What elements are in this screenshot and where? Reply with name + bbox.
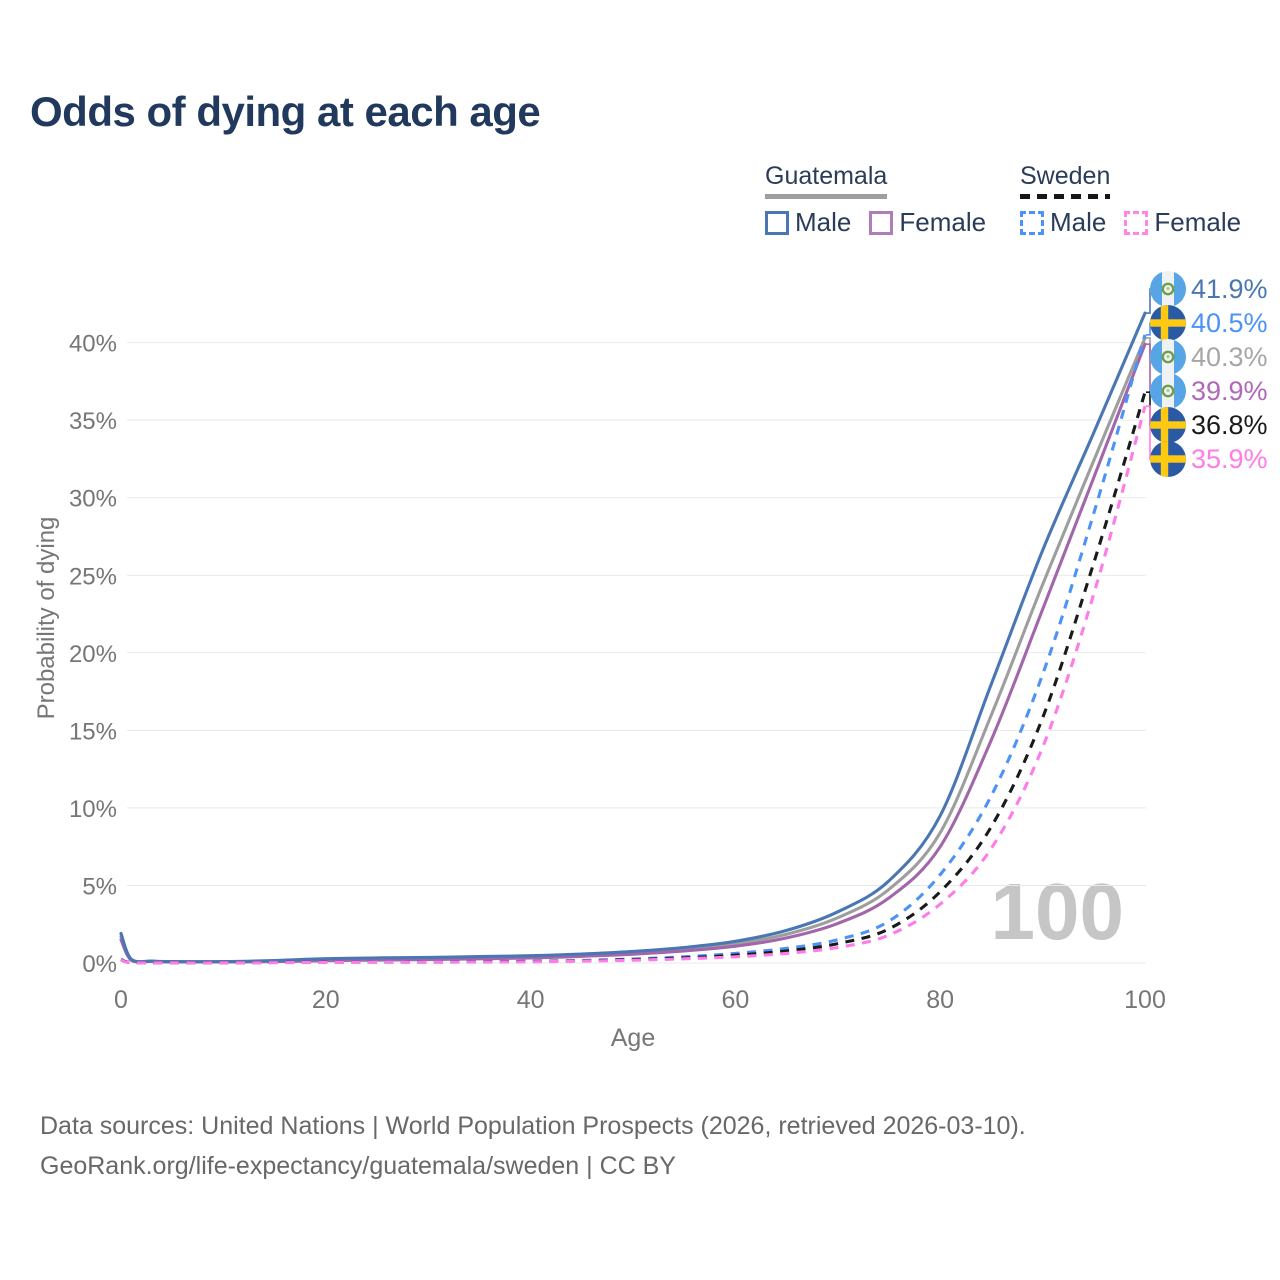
- legend-group-guatemala: Guatemala Male Female: [765, 162, 1004, 238]
- legend-country-label: Sweden: [1020, 162, 1111, 190]
- sweden-flag-icon: [1150, 441, 1186, 477]
- data-source-line: Data sources: United Nations | World Pop…: [40, 1112, 1026, 1140]
- x-tick-label: 60: [721, 986, 749, 1014]
- x-tick-label: 80: [926, 986, 954, 1014]
- end-label-se-female: 35.9%: [1150, 441, 1268, 477]
- end-label-se-total: 36.8%: [1150, 407, 1268, 443]
- end-label-value: 40.3%: [1191, 342, 1268, 372]
- x-tick-label: 100: [1124, 986, 1166, 1014]
- x-tick-label: 0: [114, 986, 128, 1014]
- data-source-note: Data sources: United Nations | World Pop…: [40, 1106, 1026, 1186]
- dashed-line-sample: [1020, 194, 1111, 199]
- end-label-value: 40.5%: [1191, 308, 1268, 338]
- guatemala-flag-icon: [1150, 339, 1186, 375]
- series-line-se-female[interactable]: [120, 405, 1147, 965]
- y-axis-title: Probability of dying: [33, 516, 60, 720]
- legend-item-label[interactable]: Female: [1154, 207, 1242, 237]
- x-tick-label: 20: [312, 986, 340, 1014]
- series-line-gt-total[interactable]: [119, 336, 1147, 964]
- end-label-value: 41.9%: [1191, 274, 1268, 304]
- y-tick-label: 15%: [69, 718, 117, 745]
- y-tick-label: 20%: [69, 641, 117, 668]
- legend-swatch-sweden-male[interactable]: [1020, 210, 1044, 235]
- legend-country-guatemala[interactable]: Guatemala: [765, 162, 888, 199]
- legend-group-sweden: Sweden Male Female: [1020, 162, 1259, 238]
- age-counter-watermark: 100: [990, 867, 1124, 956]
- end-label-value: 36.8%: [1191, 410, 1268, 440]
- page-title: Odds of dying at each age: [30, 88, 541, 135]
- legend-country-label: Guatemala: [765, 162, 888, 190]
- y-tick-label: 35%: [69, 408, 117, 435]
- legend-swatch-sweden-female[interactable]: [1124, 210, 1149, 235]
- legend-swatch-guatemala-female[interactable]: [869, 210, 894, 235]
- end-label-value: 35.9%: [1191, 444, 1268, 474]
- attribution-line: GeoRank.org/life-expectancy/guatemala/sw…: [40, 1152, 676, 1180]
- end-label-gt-female: 39.9%: [1150, 373, 1268, 409]
- series-line-se-total[interactable]: [120, 391, 1147, 965]
- guatemala-flag-icon: [1150, 373, 1186, 409]
- end-label-value: 39.9%: [1191, 376, 1268, 406]
- y-tick-label: 10%: [69, 796, 117, 823]
- legend-item-label[interactable]: Male: [795, 207, 852, 237]
- y-tick-label: 30%: [69, 486, 117, 513]
- series-line-se-male[interactable]: [120, 334, 1147, 965]
- y-tick-label: 25%: [69, 563, 117, 590]
- end-label-gt-male: 41.9%: [1150, 271, 1268, 307]
- legend-item-label[interactable]: Female: [899, 207, 987, 237]
- legend-item-label[interactable]: Male: [1050, 207, 1107, 237]
- sweden-flag-icon: [1150, 305, 1186, 341]
- y-tick-label: 40%: [69, 331, 117, 358]
- end-label-se-male: 40.5%: [1150, 305, 1268, 341]
- y-tick-label: 5%: [82, 873, 117, 900]
- y-tick-label: 0%: [82, 951, 117, 978]
- solid-line-sample: [765, 194, 888, 199]
- series-line-gt-male[interactable]: [119, 311, 1147, 964]
- legend-country-sweden[interactable]: Sweden: [1020, 162, 1111, 199]
- end-label-gt-total: 40.3%: [1150, 339, 1268, 375]
- x-axis-title: Age: [610, 1024, 656, 1052]
- sweden-flag-icon: [1150, 407, 1186, 443]
- legend-swatch-guatemala-male[interactable]: [765, 210, 789, 235]
- guatemala-flag-icon: [1150, 271, 1186, 307]
- x-tick-label: 40: [517, 986, 545, 1014]
